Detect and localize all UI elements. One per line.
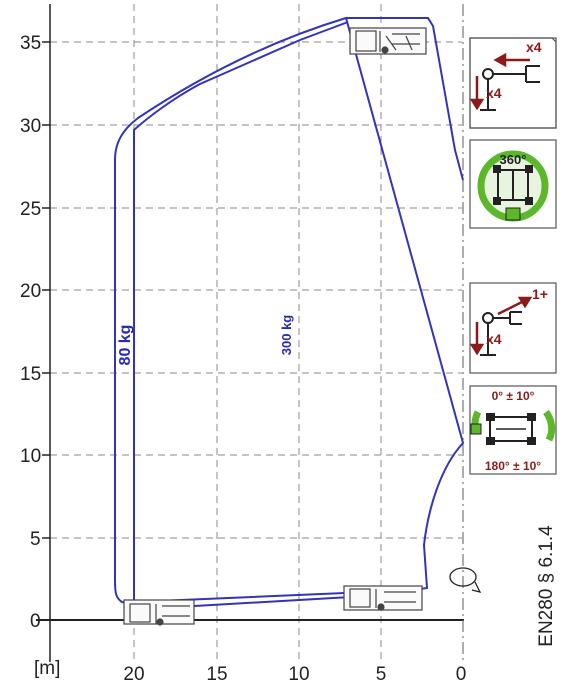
y-tick-label: 10 xyxy=(20,446,41,467)
x-tick-label: 10 xyxy=(288,664,309,684)
panel-outrigger-1plus-bottom: x4 xyxy=(486,331,502,347)
panel-outrigger-x4-bottom: x4 xyxy=(486,85,502,101)
grid xyxy=(50,4,462,660)
x-tick-labels: [m] 20 15 10 5 0 xyxy=(34,658,466,684)
x-tick-label: 20 xyxy=(123,664,144,684)
platform-top-icon xyxy=(349,27,427,55)
load-label-300kg: 300 kg xyxy=(279,315,294,356)
panel-slope-angle-bottom: 180° ± 10° xyxy=(485,459,541,473)
y-tick-label: 0 xyxy=(30,611,41,632)
y-tick-labels: 35 30 25 20 15 10 5 0 xyxy=(20,33,41,632)
y-tick-label: 25 xyxy=(20,199,41,220)
y-tick-label: 20 xyxy=(20,281,41,302)
envelope-300kg xyxy=(133,21,421,603)
load-label-80kg: 80 kg xyxy=(117,325,134,366)
panel-outrigger-x4-top: x4 xyxy=(526,39,542,55)
panel-rotation-360: 360° xyxy=(469,139,557,229)
y-tick-label: 30 xyxy=(20,116,41,137)
panel-outrigger-x4: x4 x4 xyxy=(469,37,557,129)
panel-outrigger-1plus-top: 1+ xyxy=(532,286,548,302)
x-unit-label: [m] xyxy=(34,658,60,679)
x-tick-label: 5 xyxy=(376,664,387,684)
standard-reference: EN280 § 6.1.4 xyxy=(536,525,557,647)
y-tick-label: 35 xyxy=(20,33,41,54)
envelope-80kg xyxy=(114,16,465,610)
rotation-icon xyxy=(449,567,482,593)
panel-rotation-angle: 360° xyxy=(500,152,527,167)
panel-outrigger-1plus: 1+ x4 xyxy=(469,282,557,374)
platform-bottom-left-icon xyxy=(123,599,195,626)
y-tick-label: 5 xyxy=(30,529,41,550)
y-tick-marks xyxy=(42,41,50,621)
panel-slope-angle-top: 0° ± 10° xyxy=(492,389,535,403)
x-tick-label: 0 xyxy=(456,664,467,684)
y-tick-label: 15 xyxy=(20,364,41,385)
x-tick-label: 15 xyxy=(206,664,227,684)
right-panels: x4 x4 360° xyxy=(469,37,557,475)
platform-bottom-right-icon xyxy=(343,585,423,611)
panel-slope-angles: 0° ± 10° 180° ± 10° xyxy=(469,385,557,475)
